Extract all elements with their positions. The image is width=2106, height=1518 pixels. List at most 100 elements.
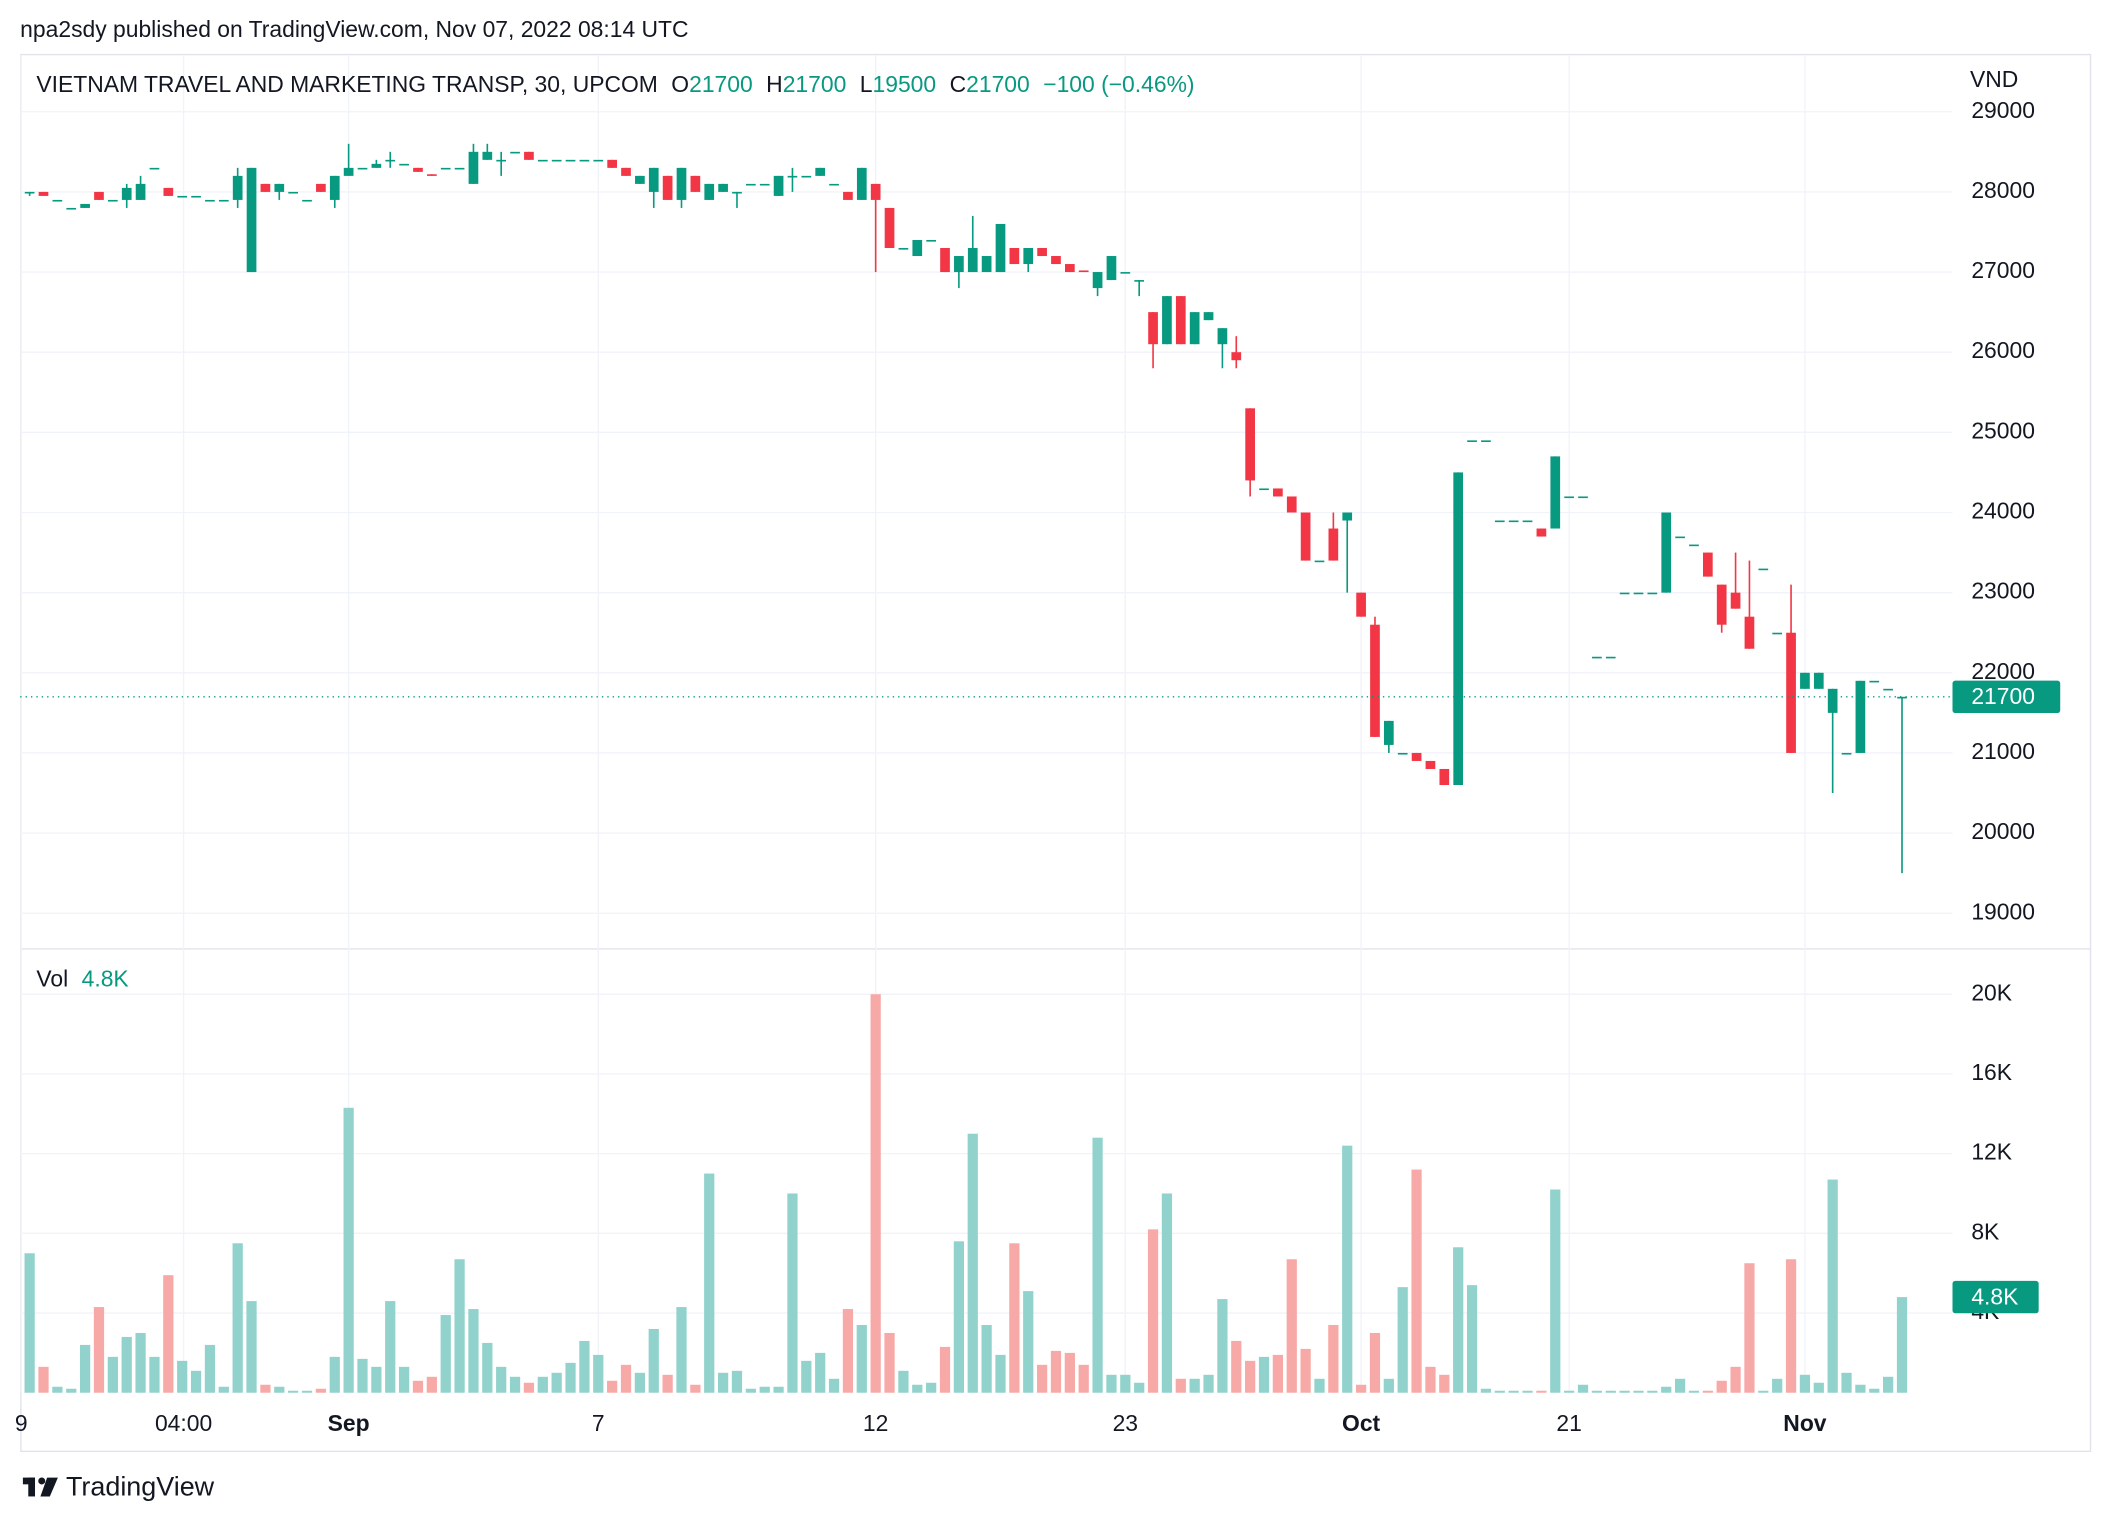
candle-body [1578, 496, 1588, 499]
candle-body [843, 191, 853, 200]
candle-body [1730, 592, 1741, 609]
y-tick-label: 22000 [1971, 658, 2035, 684]
volume-bar [1328, 1324, 1339, 1393]
volume-bar [1425, 1366, 1436, 1393]
volume-bar [759, 1386, 770, 1393]
footer-brand: TradingView [66, 1471, 215, 1501]
volume-bar [995, 1354, 1006, 1393]
volume-bar [1314, 1378, 1325, 1393]
legend-value: 19500 [873, 71, 937, 97]
volume-bar [1217, 1299, 1228, 1393]
logo-part [40, 1477, 58, 1497]
candle-body [1425, 760, 1436, 769]
candle-body [801, 175, 812, 178]
x-tick-label: 12 [863, 1410, 888, 1436]
candle-body [260, 183, 271, 192]
candle-body [1592, 656, 1602, 659]
logo-part [28, 1477, 36, 1497]
candle-body [1273, 488, 1283, 497]
candle-body [690, 175, 701, 192]
candle-body [1661, 512, 1672, 593]
volume-bar [620, 1364, 632, 1393]
candle-body [1245, 408, 1255, 481]
volume-bar [1619, 1390, 1630, 1393]
y-tick-label: 20000 [1971, 818, 2035, 844]
x-tick-label: 7 [592, 1410, 605, 1436]
candle-body [1023, 248, 1034, 265]
candle-body [482, 151, 493, 160]
candle-body [648, 167, 659, 192]
candle-body [1383, 720, 1394, 745]
volume-bar [676, 1307, 687, 1393]
last-volume-tag [1952, 1280, 2039, 1314]
y-tick-label: 26000 [1971, 337, 2035, 363]
candle-body [1064, 264, 1075, 273]
volume-bar [1883, 1376, 1894, 1393]
candle-body [884, 207, 895, 249]
volume-bar [1869, 1388, 1880, 1393]
volume-bar [1106, 1374, 1117, 1393]
volume-bar [690, 1384, 701, 1393]
candle-body [399, 163, 409, 166]
candle-body [676, 167, 687, 200]
candle-body [704, 183, 715, 200]
candle-body [967, 248, 978, 273]
volume-bar [1466, 1285, 1478, 1393]
volume-bar [1120, 1374, 1131, 1393]
x-tick-label: 04:00 [155, 1410, 212, 1436]
volume-bar [593, 1354, 604, 1393]
volume-bar [260, 1384, 271, 1393]
volume-bar [1453, 1247, 1464, 1393]
volume-bar [371, 1366, 382, 1393]
volume-bar [1702, 1390, 1713, 1393]
candle-body [1494, 520, 1505, 523]
volume-bar [662, 1374, 673, 1393]
volume-bar [1633, 1390, 1644, 1393]
volume-bar [93, 1307, 105, 1393]
volume-bar [870, 994, 881, 1393]
volume-bar [246, 1301, 257, 1393]
candle-body [232, 175, 243, 200]
volume-bar [523, 1382, 535, 1393]
candle-body [1037, 248, 1047, 257]
candle-body [288, 191, 298, 194]
candle-body [1564, 496, 1574, 499]
legend-change: −100 (−0.46%) [1043, 71, 1194, 97]
candle-body [66, 207, 77, 210]
volume-bar [1009, 1243, 1020, 1393]
volume-bar [717, 1372, 729, 1393]
candle-body [1897, 696, 1907, 699]
logo-part [38, 1477, 46, 1485]
candle-body [1605, 656, 1616, 659]
candle-body [1175, 296, 1186, 345]
volume-bar [1245, 1360, 1256, 1393]
candle-body [898, 248, 909, 250]
candle-body [1827, 688, 1838, 713]
candle-body [1675, 536, 1685, 539]
volume-name: Vol 4.8K [36, 966, 128, 992]
volume-tick-label: 12K [1971, 1139, 2012, 1165]
candle-body [981, 256, 992, 273]
legend-key: L [860, 71, 873, 97]
volume-bar [1258, 1356, 1270, 1393]
candle-body [1106, 256, 1117, 281]
volume-bar [426, 1376, 437, 1393]
candle-body [1439, 768, 1450, 785]
volume-bar [274, 1386, 285, 1393]
candle-body [329, 175, 340, 200]
x-tick-label: Nov [1783, 1410, 1826, 1436]
legend-value: 21700 [966, 71, 1030, 97]
candle-body [205, 199, 215, 202]
volume-bar [440, 1315, 451, 1393]
volume-tick-label: 20K [1971, 979, 2012, 1005]
volume-bar [204, 1344, 216, 1393]
volume-bar [177, 1360, 188, 1393]
volume-bar [1813, 1382, 1824, 1393]
candle-body [496, 159, 507, 162]
volume-bar [482, 1342, 493, 1393]
candle-body [829, 183, 839, 186]
candle-body [1786, 632, 1796, 753]
candle-body [1508, 520, 1519, 523]
volume-bar [1744, 1263, 1755, 1393]
